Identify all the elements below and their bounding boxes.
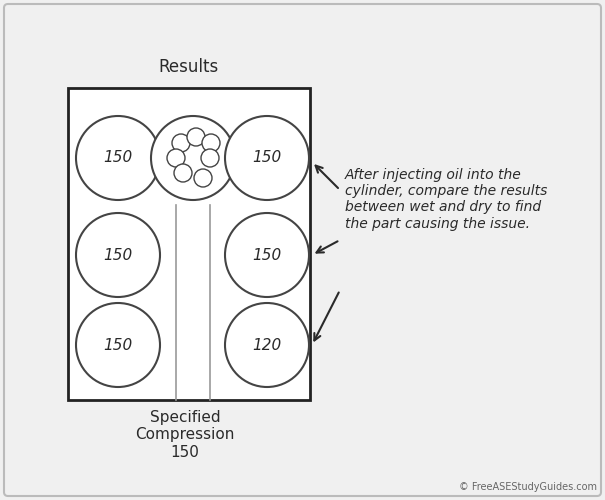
Circle shape [194,169,212,187]
Circle shape [202,134,220,152]
Text: 150: 150 [252,150,281,166]
Text: 150: 150 [103,150,132,166]
Circle shape [76,116,160,200]
Circle shape [201,149,219,167]
Text: Results: Results [159,58,219,76]
Circle shape [167,149,185,167]
Text: © FreeASEStudyGuides.com: © FreeASEStudyGuides.com [459,482,597,492]
Circle shape [225,213,309,297]
Text: 150: 150 [103,248,132,262]
Circle shape [76,303,160,387]
Circle shape [225,116,309,200]
Circle shape [151,116,235,200]
Text: 150: 150 [252,248,281,262]
Circle shape [174,164,192,182]
Bar [68,88,310,400]
FancyBboxPatch shape [4,4,601,496]
Circle shape [76,213,160,297]
Text: 120: 120 [252,338,281,352]
Circle shape [225,303,309,387]
Circle shape [187,128,205,146]
Text: After injecting oil into the
cylinder, compare the results
between wet and dry t: After injecting oil into the cylinder, c… [345,168,548,230]
Text: 150: 150 [103,338,132,352]
Text: Specified
Compression
150: Specified Compression 150 [136,410,235,460]
Circle shape [172,134,190,152]
